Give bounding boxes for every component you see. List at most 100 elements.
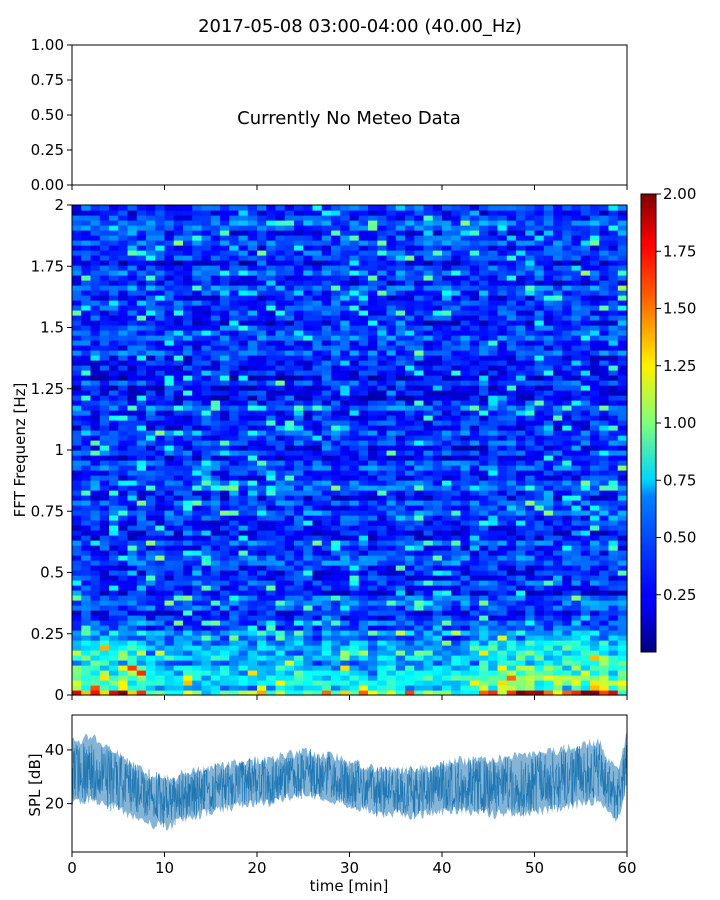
spectrogram-cell [164, 450, 175, 456]
spectrogram-cell [220, 375, 230, 381]
spectrogram-cell [617, 480, 628, 486]
spectrogram-cell [497, 505, 508, 511]
spectrogram-cell [460, 360, 471, 366]
spectrogram-cell [488, 570, 499, 576]
spectrogram-cell [266, 285, 277, 291]
spectrogram-cell [617, 440, 628, 446]
spectrogram-cell [173, 480, 184, 486]
spectrogram-cell [303, 690, 314, 696]
spectrogram-cell [340, 355, 351, 361]
spectrogram-cell [479, 445, 489, 451]
spectrogram-cell [312, 440, 323, 446]
spectrogram-cell [608, 540, 619, 546]
spectrogram-cell [155, 435, 166, 441]
spectrogram-cell [210, 315, 221, 321]
spectrogram-cell [497, 455, 508, 461]
spectrogram-cell [118, 340, 129, 346]
spectrogram-cell [284, 495, 295, 501]
spectrogram-cell [238, 545, 249, 551]
spectrogram-cell [377, 385, 388, 391]
spectrogram-cell [331, 360, 341, 366]
spectrogram-cell [617, 675, 628, 681]
spectrogram-cell [238, 485, 249, 491]
spectrogram-cell [377, 440, 388, 446]
spectrogram-cell [340, 365, 351, 371]
spectrogram-cell [201, 435, 212, 441]
spectrogram-cell [451, 530, 462, 536]
spectrogram-cell [275, 550, 286, 556]
spectrogram-cell [580, 390, 591, 396]
spectrogram-cell [72, 420, 82, 426]
spectrogram-cell [229, 500, 240, 506]
spectrogram-cell [488, 615, 499, 621]
spectrogram-cell [442, 580, 452, 586]
spectrogram-cell [377, 645, 388, 651]
spectrogram-cell [109, 650, 119, 656]
spectrogram-cell [395, 390, 406, 396]
spectrogram-cell [571, 595, 582, 601]
spectrogram-cell [331, 550, 341, 556]
spectrogram-cell [368, 310, 378, 316]
spectrogram-cell [257, 670, 267, 676]
spectrogram-cell [580, 335, 591, 341]
spectrogram-cell [229, 600, 240, 606]
spectrogram-cell [155, 290, 166, 296]
spectrogram-cell [72, 320, 82, 326]
spectrogram-cell [238, 580, 249, 586]
spectrogram-cell [275, 390, 286, 396]
spectrogram-cell [414, 665, 425, 671]
spectrogram-cell [210, 365, 221, 371]
spectrogram-cell [506, 380, 517, 386]
spectrogram-cell [340, 490, 351, 496]
spectrogram-cell [617, 360, 628, 366]
spectrogram-cell [284, 635, 295, 641]
spectrogram-cell [183, 330, 193, 336]
spectrogram-cell [525, 520, 536, 526]
spectrogram-cell [571, 405, 582, 411]
spectrogram-cell [90, 645, 101, 651]
spectrogram-cell [497, 460, 508, 466]
spectrogram-cell [155, 535, 166, 541]
spectrogram-cell [183, 445, 193, 451]
spectrogram-cell [395, 625, 406, 631]
spectrogram-cell [534, 470, 545, 476]
spectrogram-cell [173, 540, 184, 546]
spectrogram-cell [386, 650, 397, 656]
spectrogram-cell [414, 370, 425, 376]
spectrogram-cell [590, 560, 600, 566]
spectrogram-cell [479, 375, 489, 381]
spectrogram-cell [590, 340, 600, 346]
spectrogram-cell [608, 680, 619, 686]
spectrogram-cell [229, 475, 240, 481]
spectrogram-cell [377, 600, 388, 606]
spectrogram-cell [553, 575, 563, 581]
spectrogram-cell [414, 280, 425, 286]
spectrogram-cell [303, 460, 314, 466]
spectrogram-cell [146, 280, 156, 286]
spectrogram-cell [580, 435, 591, 441]
spectrogram-cell [506, 375, 517, 381]
spectrogram-cell [460, 630, 471, 636]
spectrogram-cell [72, 400, 82, 406]
spectrogram-cell [469, 465, 480, 471]
spectrogram-cell [81, 560, 92, 566]
spectrogram-cell [617, 420, 628, 426]
spectrogram-cell [164, 575, 175, 581]
spectrogram-cell [136, 580, 147, 586]
spectrogram-cell [127, 355, 138, 361]
spectrogram-cell [257, 410, 267, 416]
spectrogram-cell [534, 545, 545, 551]
spectrogram-cell [553, 345, 563, 351]
spectrogram-cell [368, 550, 378, 556]
spectrogram-cell [395, 455, 406, 461]
spectrogram-cell [183, 510, 193, 516]
spectrogram-cell [377, 290, 388, 296]
spectrogram-cell [210, 390, 221, 396]
spectrogram-cell [405, 615, 415, 621]
spectrogram-cell [312, 620, 323, 626]
spectrogram-cell [525, 500, 536, 506]
spectrogram-cell [488, 430, 499, 436]
spectrogram-cell [479, 635, 489, 641]
spectrogram-cell [155, 405, 166, 411]
spectrogram-cell [90, 650, 101, 656]
